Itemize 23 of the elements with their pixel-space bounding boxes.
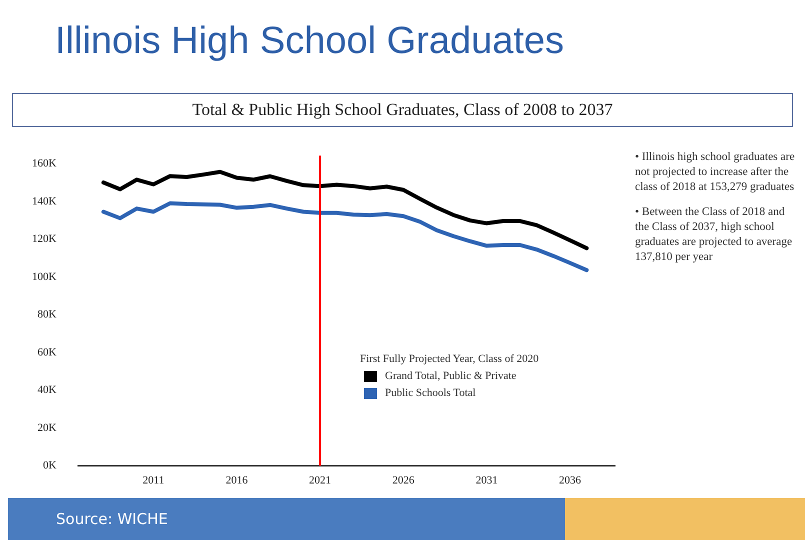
text: • Between the Class of 2018 and the Class of 2037, high school graduates are projected to average 137,810 per year: [635, 205, 794, 265]
legend-label: Grand Total, Public & Private: [385, 370, 516, 382]
y-tick-label: 0K: [42, 460, 56, 472]
x-tick-label: 2031: [476, 474, 498, 486]
y-tick-label: 20K: [37, 422, 56, 434]
y-tick-label: 40K: [37, 384, 56, 396]
chart-title: Illinois High School Graduates: [55, 20, 564, 63]
source-note: Source: WICHE: [56, 510, 168, 528]
x-tick-label: 2021: [309, 474, 332, 486]
y-tick-label: 60K: [37, 346, 56, 358]
x-tick-label: 2016: [226, 474, 248, 486]
legend-label: Public Schools Total: [385, 387, 476, 399]
y-tick-label: 100K: [32, 270, 56, 283]
x-tick-label: 2011: [142, 474, 164, 486]
x-tick-label: 2026: [392, 474, 415, 486]
y-tick-label: 80K: [37, 308, 56, 321]
x-tick-label: 2036: [559, 474, 582, 486]
y-tick-label: 160K: [32, 157, 56, 170]
chart-subtitle: Total & Public High School Graduates, Class of 2008 to 2037: [12, 93, 793, 127]
y-tick-label: 140K: [32, 195, 56, 208]
text: • Illinois high school graduates are not projected to increase after the class of 2018 at 153,279 graduates: [635, 150, 796, 195]
legend-title: First Fully Projected Year, Class of 2020: [360, 353, 539, 365]
y-tick-label: 120K: [32, 233, 56, 246]
